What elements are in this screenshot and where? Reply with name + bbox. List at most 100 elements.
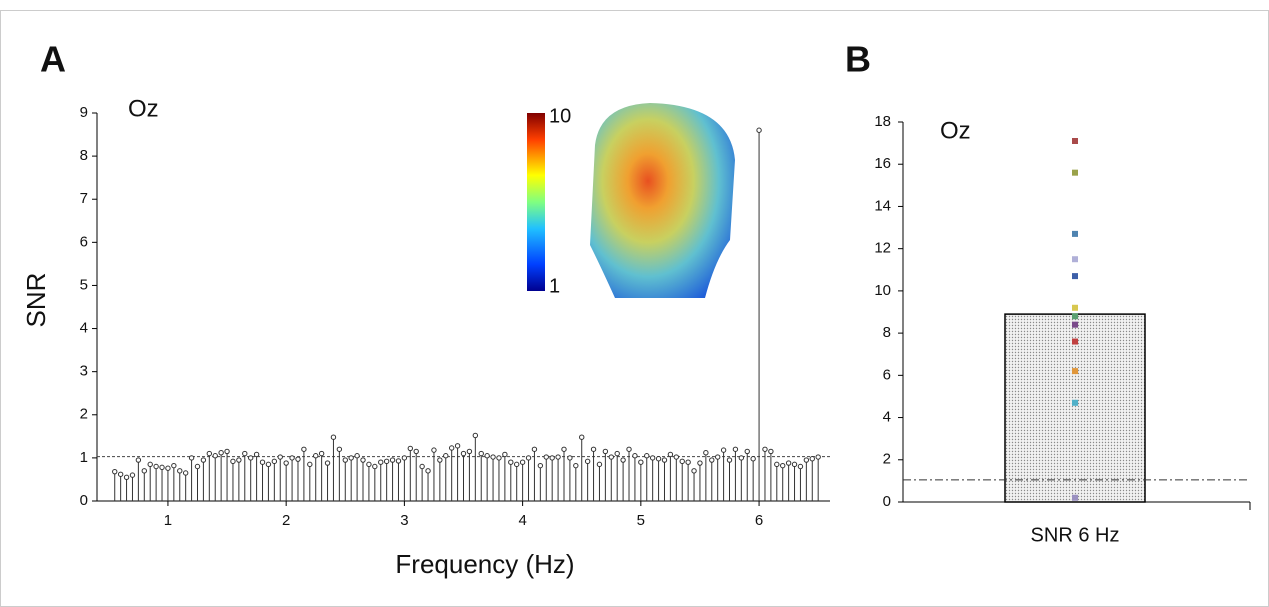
stem [632, 453, 638, 501]
stem [803, 457, 810, 501]
stem [117, 471, 124, 501]
stem-marker [289, 455, 295, 461]
stem-marker [478, 450, 484, 457]
stem-marker [171, 462, 177, 469]
subject-point [1072, 338, 1078, 345]
stem-marker [780, 462, 786, 469]
y-tick-label: 12 [874, 240, 891, 257]
stem [620, 457, 626, 501]
stem-marker [301, 446, 307, 452]
stem [372, 463, 378, 501]
stem [253, 451, 260, 501]
y-tick-label: 14 [874, 197, 891, 214]
stem [638, 459, 644, 501]
stem-marker [395, 458, 402, 464]
y-tick-label: 8 [80, 147, 88, 164]
stem-marker [460, 450, 467, 457]
stem [490, 454, 496, 501]
stem-marker [401, 455, 408, 461]
stem [194, 463, 201, 501]
stem-marker [330, 434, 337, 440]
stem [159, 464, 165, 501]
topomap [527, 103, 735, 298]
stem-marker [159, 464, 165, 471]
stem-marker [135, 457, 142, 463]
colorbar-label: 1 [549, 275, 560, 297]
stem-marker [673, 454, 680, 460]
stem-marker [732, 446, 739, 452]
stem-marker [514, 461, 520, 468]
stem-marker [620, 457, 626, 463]
stem [655, 456, 662, 501]
stem-marker [726, 457, 733, 463]
subject-point [1072, 138, 1078, 144]
stem [543, 454, 549, 501]
stem-marker [508, 459, 514, 465]
stem [342, 457, 348, 501]
y-tick-label: 4 [883, 409, 891, 426]
stem [472, 432, 479, 501]
colorbar [527, 113, 545, 291]
annotation: Oz [940, 117, 971, 144]
stem-marker [123, 474, 130, 480]
stem [206, 450, 213, 501]
stem-marker [626, 446, 632, 452]
subject-point [1072, 321, 1078, 328]
stem [348, 455, 354, 501]
stem [697, 460, 703, 501]
y-tick-label: 3 [80, 363, 88, 380]
colorbar-label: 10 [549, 105, 571, 127]
y-tick-label: 8 [883, 324, 891, 341]
stem-marker [236, 457, 242, 463]
stem [419, 463, 425, 501]
stem-marker [756, 127, 762, 133]
stem-marker [644, 453, 650, 459]
stem-marker [383, 458, 390, 465]
subject-point [1072, 256, 1078, 263]
stem [431, 447, 437, 501]
stem [744, 448, 750, 501]
stem-marker [454, 443, 461, 449]
y-axis-label: SNR [21, 273, 51, 328]
stem-marker [360, 457, 366, 463]
subject-point [1072, 230, 1078, 237]
stem-marker [703, 450, 709, 456]
stem-marker [638, 459, 644, 465]
stem-marker [419, 463, 425, 470]
stem [301, 446, 307, 501]
stem-marker [567, 455, 573, 461]
stem [762, 446, 768, 501]
stem [236, 457, 242, 501]
stem [732, 446, 739, 501]
y-tick-label: 16 [874, 155, 891, 172]
stem [579, 434, 585, 501]
stem [590, 446, 597, 501]
stem-marker [614, 450, 620, 457]
stem [395, 458, 402, 501]
y-tick-label: 9 [80, 104, 88, 121]
stem-marker [579, 434, 585, 440]
stem-marker [230, 458, 236, 465]
stem [413, 448, 419, 501]
frame [0, 10, 1269, 607]
stem [809, 456, 815, 501]
stem [626, 446, 632, 501]
stem [112, 468, 118, 501]
stem [649, 455, 656, 501]
stem-marker [389, 457, 396, 463]
stem-marker [466, 448, 473, 455]
stem-marker [632, 453, 638, 459]
stem-marker [531, 446, 538, 452]
stem [289, 455, 295, 501]
stem-marker [791, 461, 798, 468]
stem-marker [543, 454, 549, 460]
stem [460, 450, 467, 501]
stem-marker [218, 450, 224, 456]
stem-marker [413, 448, 419, 455]
stem [182, 470, 189, 501]
x-axis-label: Frequency (Hz) [395, 549, 574, 579]
stem-marker [549, 455, 555, 461]
panel-letter: B [845, 39, 871, 80]
stem [791, 461, 798, 501]
stem [283, 460, 289, 501]
